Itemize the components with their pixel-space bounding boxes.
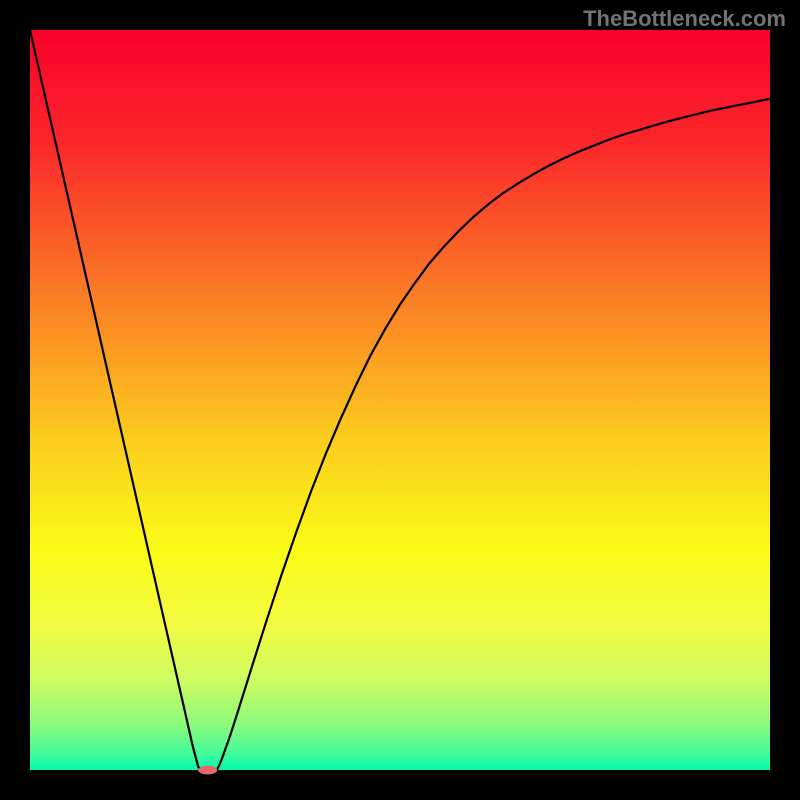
attribution-label: TheBottleneck.com	[583, 6, 786, 32]
bottleneck-chart	[0, 0, 800, 800]
chart-background	[30, 30, 770, 770]
chart-container: TheBottleneck.com	[0, 0, 800, 800]
chart-marker	[198, 766, 217, 775]
